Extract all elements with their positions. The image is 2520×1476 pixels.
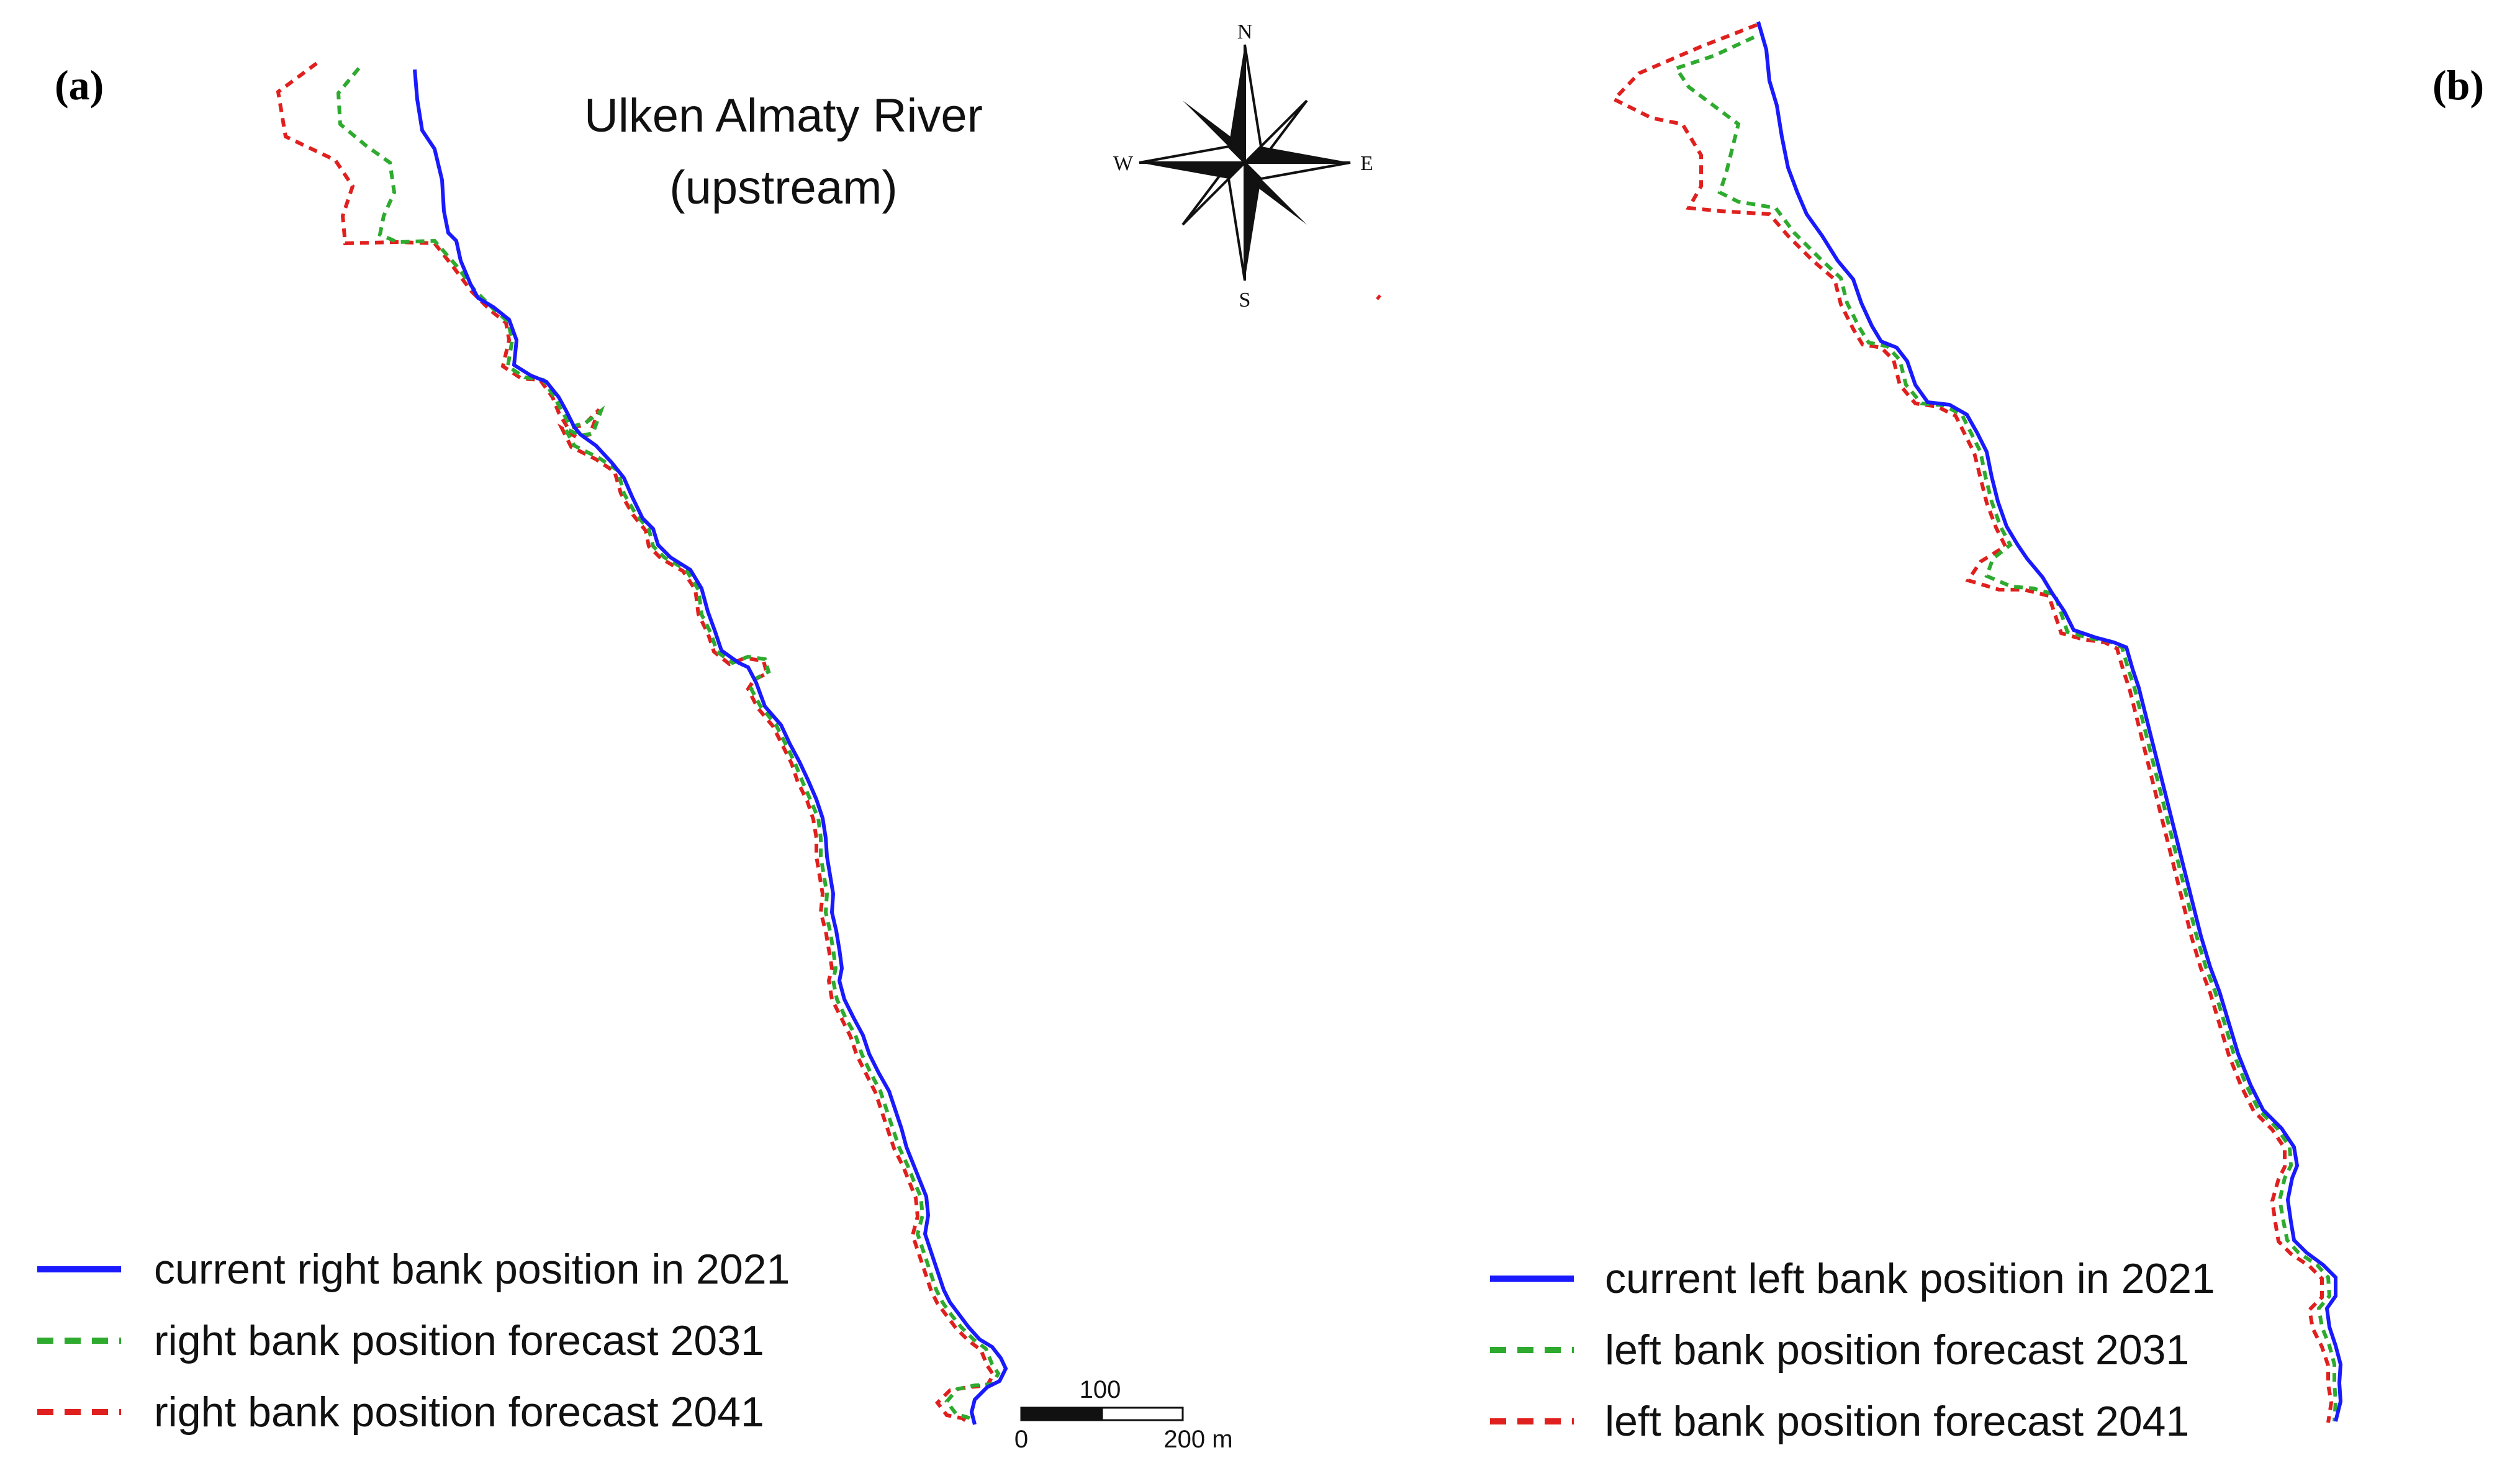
- legend-panel-b: current left bank position in 2021 left …: [1490, 1255, 2215, 1445]
- panel-b-label: (b): [2432, 61, 2484, 109]
- scale-bar-top-label: 100: [1080, 1376, 1121, 1403]
- legend-a-current-label: current right bank position in 2021: [154, 1246, 790, 1293]
- panel-b-bank-lines: [1611, 21, 2343, 1423]
- legend-b-2041-label: left bank position forecast 2041: [1605, 1398, 2189, 1445]
- compass-west-label: W: [1113, 152, 1134, 175]
- right-bank-2031-line: [336, 67, 1001, 1424]
- left-bank-2021-line: [1756, 21, 2343, 1422]
- panel-a-label: (a): [55, 61, 104, 109]
- legend-a-2031-label: right bank position forecast 2031: [154, 1317, 764, 1364]
- right-bank-2041-line: [276, 61, 996, 1424]
- map-title-line2: (upstream): [669, 161, 897, 214]
- compass-north-label: N: [1237, 20, 1253, 43]
- left-bank-2041-line: [1611, 23, 2334, 1423]
- legend-a-2041-label: right bank position forecast 2041: [154, 1388, 764, 1436]
- stray-mark: [1376, 294, 1381, 300]
- scale-bar-end-label: 200 m: [1163, 1426, 1232, 1453]
- legend-panel-a: current right bank position in 2021 righ…: [37, 1246, 790, 1436]
- map-title-line1: Ulken Almaty River: [584, 89, 983, 142]
- right-bank-2021-line: [413, 69, 1008, 1425]
- compass-east-label: E: [1360, 152, 1373, 175]
- panel-a-bank-lines: [276, 61, 1008, 1425]
- compass-south-label: S: [1239, 289, 1251, 312]
- scale-bar-zero-label: 0: [1014, 1426, 1028, 1453]
- compass-rose-icon: N S E W: [1113, 20, 1373, 312]
- legend-b-2031-label: left bank position forecast 2031: [1605, 1326, 2189, 1374]
- scale-bar: 100 0 200 m: [1014, 1376, 1233, 1453]
- legend-b-current-label: current left bank position in 2021: [1605, 1255, 2215, 1302]
